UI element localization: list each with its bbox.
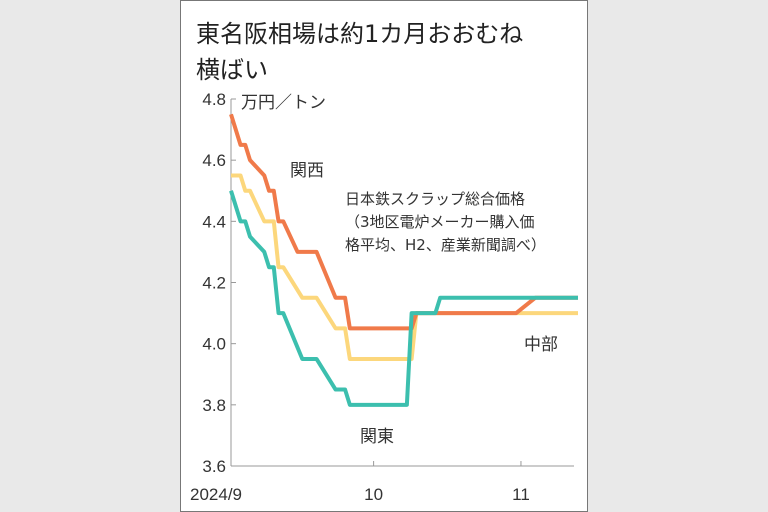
series-line-kanto (229, 190, 578, 407)
series-label-kanto: 関東 (360, 427, 394, 447)
source-note: 日本鉄スクラップ総合価格 （3地区電炉メーカー購入価 格平均、H2、産業新聞調べ… (345, 188, 546, 257)
y-tick-label: 4.0 (202, 335, 226, 354)
y-tick-label: 3.8 (202, 396, 226, 415)
series-label-kansai: 関西 (290, 161, 324, 181)
note-line: 格平均、H2、産業新聞調べ） (345, 236, 546, 254)
chart-title-line-1: 東名阪相場は約1カ月おおむね (196, 20, 524, 48)
x-tick-label: 11 (512, 485, 530, 504)
y-tick-label: 4.8 (202, 90, 226, 109)
note-line: （3地区電炉メーカー購入価 (345, 213, 535, 231)
x-tick-label: 10 (364, 485, 383, 504)
y-axis-unit: 万円／トン (241, 93, 326, 113)
y-tick-label: 4.2 (202, 274, 226, 293)
chart-title-line-2: 横ばい (196, 56, 268, 84)
y-tick-label: 3.6 (202, 457, 226, 476)
series-line-chubu (231, 173, 578, 361)
y-tick-label: 4.4 (202, 212, 226, 231)
chart-frame (180, 0, 588, 512)
series-label-chubu: 中部 (524, 335, 558, 355)
x-tick-label: 2024/9 (190, 485, 242, 504)
note-line: 日本鉄スクラップ総合価格 (345, 190, 526, 208)
y-tick-label: 4.6 (202, 151, 226, 170)
